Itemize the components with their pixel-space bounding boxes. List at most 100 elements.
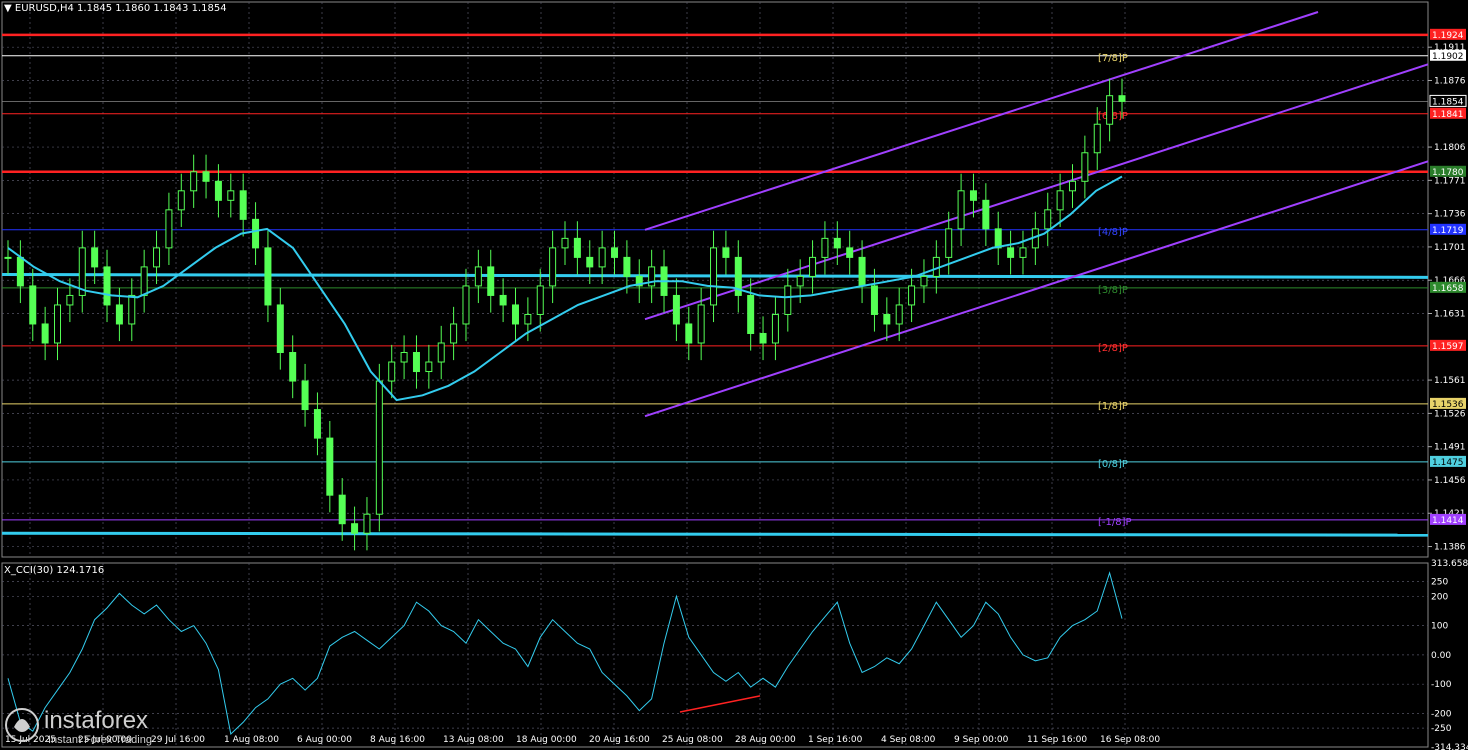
price-tick-label: 1.1876 [1434,76,1466,86]
candle-body [722,247,730,258]
candle-body [214,180,222,201]
time-tick-label: 4 Sep 08:00 [881,735,936,745]
candle-body [363,513,371,534]
time-tick-label: 6 Aug 00:00 [297,735,352,745]
murrey-level-label: [2/8]P [1098,343,1128,354]
candle-body [648,266,656,287]
cci-tick-label: 313.6589 [1431,559,1468,569]
candle-body [771,313,779,344]
level-price-label: 1.1658 [1432,284,1464,294]
logo-tagline: Instant Forex Trading [48,734,152,746]
candle-body [202,171,210,182]
candle-body [499,294,507,306]
candle-body [16,256,24,287]
candle-body [487,266,495,296]
candle-body [177,190,185,211]
channel-lower [644,160,1429,418]
candle-body [920,275,928,287]
candle-body [697,304,705,344]
cci-tick-label: -314.334 [1431,743,1468,750]
time-tick-label: 25 Jul 00:00 [78,735,132,745]
candle-body [115,304,123,325]
candle-body [895,304,903,325]
candle-body [474,266,482,287]
time-tick-label: 28 Aug 00:00 [735,735,796,745]
cci-tick-label: -100 [1431,680,1452,690]
candle-body [351,523,359,534]
cci-divergence-line [679,695,761,713]
candle-body [672,294,680,325]
candle-body [338,494,346,525]
price-tick-label: 1.1701 [1434,243,1466,253]
candle-body [623,256,631,277]
candle-body [1068,180,1076,192]
cci-tick-label: 250 [1431,578,1448,588]
level-price-label: 1.1719 [1432,226,1464,236]
price-tick-label: 1.1666 [1434,276,1466,286]
candle-body [685,323,693,344]
channel-upper [644,11,1319,231]
cci-pane-frame [1,562,1429,748]
candle-body [747,294,755,334]
candle-body [153,247,161,268]
level-price-tag [1430,397,1466,409]
candle-body [511,304,519,325]
price-tick-label: 1.1771 [1434,176,1466,186]
price-tick-label: 1.1526 [1434,409,1466,419]
murrey-level-label: [4/8]P [1098,227,1128,238]
price-tick-label: 1.1631 [1434,310,1466,320]
candle-body [1056,190,1064,211]
candle-body [821,237,829,258]
candle-body [994,228,1002,249]
candle-body [412,352,420,373]
candle-body [252,218,260,249]
candle-body [1106,95,1114,125]
candle-body [462,285,470,325]
current-price-tag [1429,94,1467,107]
level-price-tag [1430,165,1466,177]
candle-body [227,190,235,201]
candle-body [425,361,433,373]
time-tick-label: 25 Aug 08:00 [662,735,723,745]
candle-body [945,228,953,258]
candle-body [103,266,111,306]
candle-body [190,171,198,192]
candle-body [375,380,383,515]
level-price-tag [1430,455,1466,467]
candle-body [128,294,136,325]
current-price-label: 1.1854 [1432,97,1464,107]
candle-body [833,237,841,249]
cci-tick-label: -200 [1431,710,1452,720]
level-price-label: 1.1924 [1432,31,1464,41]
candle-body [809,256,817,277]
candle-body [858,256,866,287]
price-tick-label: 1.1736 [1434,210,1466,220]
level-price-tag [1430,28,1466,40]
candle-body [1007,247,1015,258]
level-price-tag [1430,339,1466,351]
moving-average-line [7,175,1123,402]
channel-middle [644,63,1429,321]
candle-body [908,285,916,306]
candle-body [796,275,804,287]
candle-body [586,256,594,268]
candle-body [1019,247,1027,258]
price-tick-label: 1.1561 [1434,376,1466,386]
candle-body [239,190,247,220]
candle-body [400,352,408,363]
price-tick-label: 1.1911 [1434,43,1466,53]
level-price-tag [1430,49,1466,61]
candle-body [1081,152,1089,182]
logo-brand: instaforex [44,707,149,734]
level-price-tag [1430,281,1466,293]
candle-body [598,247,606,268]
level-price-tag [1430,513,1466,525]
cci-line [7,571,1123,735]
time-tick-label: 20 Aug 16:00 [589,735,650,745]
candle-body [276,304,284,354]
level-price-label: 1.1780 [1432,168,1464,178]
candle-body [734,256,742,296]
candle-body [78,247,86,296]
candle-body [561,237,569,249]
